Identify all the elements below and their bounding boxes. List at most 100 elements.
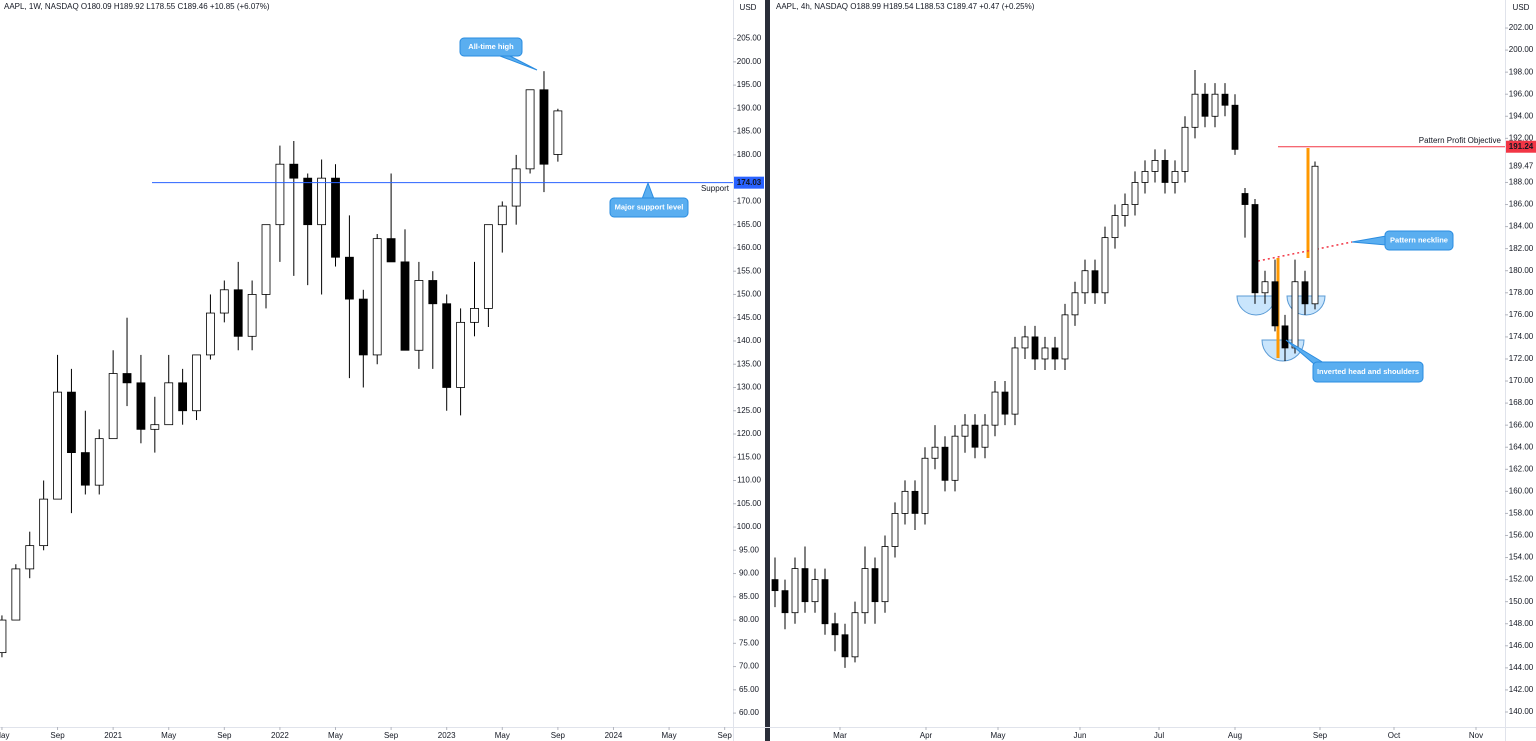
y-tick-label: 195.00 bbox=[737, 80, 762, 89]
y-tick-label: 202.00 bbox=[1509, 23, 1534, 32]
y-tick-label: 75.00 bbox=[739, 638, 760, 647]
candle-body bbox=[400, 261, 410, 351]
x-tick-label: May bbox=[328, 731, 343, 740]
candle-body bbox=[442, 303, 452, 388]
x-tick-label: May bbox=[662, 731, 677, 740]
x-tick-label: Sep bbox=[551, 731, 566, 740]
candle-body bbox=[1011, 347, 1019, 415]
x-tick-label: Sep bbox=[217, 731, 232, 740]
x-tick-label: Mar bbox=[833, 731, 847, 740]
x-tick-label: Sep bbox=[384, 731, 399, 740]
candle-body bbox=[192, 354, 201, 412]
y-tick-label: 186.00 bbox=[1509, 200, 1534, 209]
candle-body bbox=[951, 435, 959, 481]
candle-body bbox=[39, 498, 49, 547]
y-tick-label: 200.00 bbox=[1509, 45, 1534, 54]
pane-divider bbox=[765, 0, 770, 741]
x-tick-label: 2021 bbox=[104, 731, 122, 740]
neckline bbox=[1257, 241, 1353, 262]
candle-body bbox=[136, 382, 146, 430]
x-tick-label: Nov bbox=[1469, 731, 1483, 740]
y-tick-label: 180.00 bbox=[737, 150, 762, 159]
candle-body bbox=[1241, 193, 1249, 205]
y-tick-label: 80.00 bbox=[739, 615, 760, 624]
candle-body bbox=[851, 612, 859, 658]
candle-body bbox=[1051, 347, 1059, 360]
candle-body bbox=[961, 424, 969, 437]
y-tick-label: 140.00 bbox=[737, 336, 762, 345]
callout: Inverted head and shoulders bbox=[1285, 339, 1424, 383]
callout: All-time high bbox=[459, 37, 538, 71]
y-tick-label: 142.00 bbox=[1509, 685, 1534, 694]
y-tick-label: 174.00 bbox=[1509, 332, 1534, 341]
candle-body bbox=[164, 382, 174, 426]
candle-body bbox=[553, 110, 563, 155]
candle-body bbox=[1271, 281, 1279, 327]
right-pane bbox=[771, 69, 1505, 668]
candle-body bbox=[67, 391, 76, 454]
candle-body bbox=[1141, 171, 1149, 183]
candle-body bbox=[1221, 93, 1229, 106]
x-tick-label: Jul bbox=[1154, 731, 1164, 740]
y-tick-label: 148.00 bbox=[1509, 619, 1534, 628]
price-tag-label: 174.03 bbox=[737, 178, 762, 187]
candle-body bbox=[122, 373, 132, 384]
last-price-label: 189.47 bbox=[1509, 161, 1534, 170]
y-tick-label: 150.00 bbox=[1509, 597, 1534, 606]
candle-body bbox=[358, 298, 368, 356]
candle-body bbox=[233, 289, 243, 337]
y-tick-label: 140.00 bbox=[1509, 707, 1534, 716]
candle-body bbox=[25, 545, 35, 570]
candle-body bbox=[1001, 391, 1009, 415]
callout: Major support level bbox=[609, 181, 689, 218]
y-tick-label: 164.00 bbox=[1509, 442, 1534, 451]
y-tick-label: 170.00 bbox=[1509, 376, 1534, 385]
header: AAPL, 4h, NASDAQ O188.99 H189.54 L188.53… bbox=[776, 2, 1035, 11]
candle-body bbox=[108, 373, 118, 440]
candle-body bbox=[821, 579, 829, 625]
candle-body bbox=[1231, 104, 1239, 150]
y-tick-label: 176.00 bbox=[1509, 310, 1534, 319]
callout-text: Major support level bbox=[615, 202, 684, 211]
candle-body bbox=[1171, 171, 1179, 183]
candle-body bbox=[921, 457, 929, 514]
y-tick-label: 178.00 bbox=[1509, 288, 1534, 297]
x-tick-label: 2023 bbox=[438, 731, 456, 740]
y-tick-label: 184.00 bbox=[1509, 222, 1534, 231]
candle-body bbox=[219, 289, 229, 314]
candle-body bbox=[1061, 314, 1069, 360]
candle-body bbox=[1071, 292, 1079, 316]
candle-body bbox=[871, 568, 879, 603]
candle-body bbox=[178, 382, 188, 412]
candle-body bbox=[303, 177, 313, 226]
candle-body bbox=[971, 424, 979, 448]
price-tag bbox=[1506, 140, 1536, 153]
candle-body bbox=[456, 321, 465, 388]
candle-body bbox=[345, 256, 354, 300]
y-tick-label: 152.00 bbox=[1509, 575, 1534, 584]
candle-body bbox=[525, 89, 535, 170]
callout-box bbox=[1312, 361, 1424, 383]
x-tick-label: Sep bbox=[1313, 731, 1328, 740]
level-label: Support bbox=[701, 184, 730, 193]
candle-body bbox=[206, 312, 215, 356]
candle-body bbox=[247, 294, 257, 337]
y-tick-label: 100.00 bbox=[737, 522, 762, 531]
candle-body bbox=[1101, 237, 1109, 294]
y-tick-label: 205.00 bbox=[737, 34, 762, 43]
candle-body bbox=[1181, 126, 1189, 172]
last-price-tag bbox=[1506, 160, 1536, 173]
callout: Pattern neckline bbox=[1351, 230, 1454, 251]
y-tick-label: 190.00 bbox=[737, 103, 762, 112]
y-tick-label: 144.00 bbox=[1509, 663, 1534, 672]
y-tick-label: 65.00 bbox=[739, 685, 760, 694]
y-tick-label: 156.00 bbox=[1509, 531, 1534, 540]
candle-body bbox=[911, 490, 919, 514]
x-tick-label: Oct bbox=[1388, 731, 1401, 740]
y-tick-label: 160.00 bbox=[1509, 486, 1534, 495]
header: AAPL, 1W, NASDAQ O180.09 H189.92 L178.55… bbox=[4, 2, 270, 11]
x-tick-label: May bbox=[495, 731, 510, 740]
candle-body bbox=[1261, 281, 1269, 294]
